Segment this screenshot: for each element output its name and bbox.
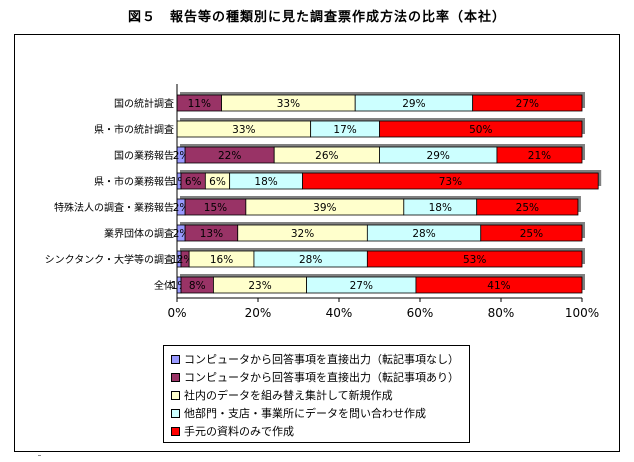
data-label: 39%: [313, 202, 336, 214]
data-label: 29%: [402, 98, 425, 110]
stray-mark: [38, 455, 41, 456]
legend-label: 社内のデータを組み替え集計して新規作成: [184, 389, 393, 402]
data-label: 21%: [528, 150, 551, 162]
category-label: 全体: [154, 279, 174, 292]
legend-item: 手元の資料のみで作成: [171, 422, 469, 440]
legend-label: 手元の資料のみで作成: [184, 425, 294, 438]
data-label: 29%: [427, 150, 450, 162]
category-label: 県・市の業務報告: [94, 175, 174, 188]
bar-segment: [415, 276, 583, 294]
data-label: 53%: [463, 254, 486, 266]
legend: コンピュータから回答事項を直接出力（転記事項なし） コンピュータから回答事項を直…: [163, 345, 470, 443]
category-label: 国の業務報告: [114, 149, 174, 162]
bar-segment: [496, 146, 583, 164]
x-tick-label: 40%: [326, 306, 353, 320]
legend-item: 社内のデータを組み替え集計して新規作成: [171, 386, 469, 404]
x-tick-label: 80%: [488, 306, 515, 320]
data-label: 73%: [439, 176, 462, 188]
data-label: 15%: [204, 202, 227, 214]
bar-segment: [472, 94, 583, 112]
data-label: 26%: [315, 150, 338, 162]
data-label: 11%: [188, 98, 211, 110]
legend-swatch: [171, 426, 180, 436]
x-tick-label: 100%: [565, 306, 599, 320]
data-label: 27%: [350, 280, 373, 292]
category-label: 国の統計調査: [114, 97, 174, 110]
x-tick-label: 20%: [245, 306, 272, 320]
category-label: 業界団体の調査: [104, 227, 174, 240]
legend-item: コンピュータから回答事項を直接出力（転記事項あり）: [171, 368, 469, 386]
data-label: 25%: [520, 228, 543, 240]
legend-item: コンピュータから回答事項を直接出力（転記事項なし）: [171, 350, 469, 368]
legend-swatch: [171, 372, 180, 382]
chart-title: 図５ 報告等の種類別に見た調査票作成方法の比率（本社）: [127, 10, 506, 25]
data-label: 8%: [189, 280, 206, 292]
bar-segment: [476, 198, 579, 216]
data-label: 6%: [209, 176, 226, 188]
legend-swatch: [171, 354, 180, 364]
data-label: 32%: [291, 228, 314, 240]
data-label: 16%: [210, 254, 233, 266]
legend-label: コンピュータから回答事項を直接出力（転記事項あり）: [184, 371, 459, 384]
data-label: 23%: [248, 280, 271, 292]
data-label: 22%: [218, 150, 241, 162]
category-label: シンクタンク・大学等の調査: [45, 253, 174, 266]
bar-segment: [480, 224, 583, 242]
bar-segment: [302, 172, 599, 190]
data-label: 18%: [429, 202, 452, 214]
data-label: 17%: [333, 124, 356, 136]
legend-swatch: [171, 390, 180, 400]
data-label: 33%: [277, 98, 300, 110]
category-label: 特殊法人の調査・業務報告: [54, 201, 174, 214]
data-label: 28%: [412, 228, 435, 240]
legend-swatch: [171, 408, 180, 418]
data-label: 13%: [200, 228, 223, 240]
x-tick-label: 60%: [407, 306, 434, 320]
legend-label: コンピュータから回答事項を直接出力（転記事項なし）: [184, 353, 459, 366]
data-label: 6%: [185, 176, 202, 188]
legend-label: 他部門・支店・事業所にデータを問い合わせ作成: [184, 407, 426, 420]
data-label: 25%: [516, 202, 539, 214]
data-label: 28%: [299, 254, 322, 266]
bar-segment: [366, 250, 583, 268]
data-label: 50%: [469, 124, 492, 136]
data-label: 33%: [232, 124, 255, 136]
bar-segment: [379, 120, 583, 138]
x-tick-label: 0%: [167, 306, 186, 320]
chart-frame: 11% 33% 29% 27% 国の統計調査 33% 17% 50% 県・市の統計調査 2% 22%…: [14, 34, 620, 452]
data-label: 27%: [516, 98, 539, 110]
legend-item: 他部門・支店・事業所にデータを問い合わせ作成: [171, 404, 469, 422]
data-label: 18%: [254, 176, 277, 188]
data-label: 41%: [487, 280, 510, 292]
category-label: 県・市の統計調査: [94, 123, 174, 136]
